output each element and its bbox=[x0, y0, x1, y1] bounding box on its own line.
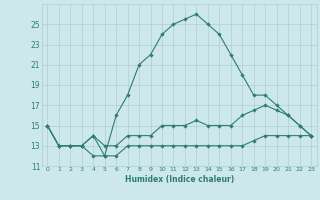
X-axis label: Humidex (Indice chaleur): Humidex (Indice chaleur) bbox=[124, 175, 234, 184]
